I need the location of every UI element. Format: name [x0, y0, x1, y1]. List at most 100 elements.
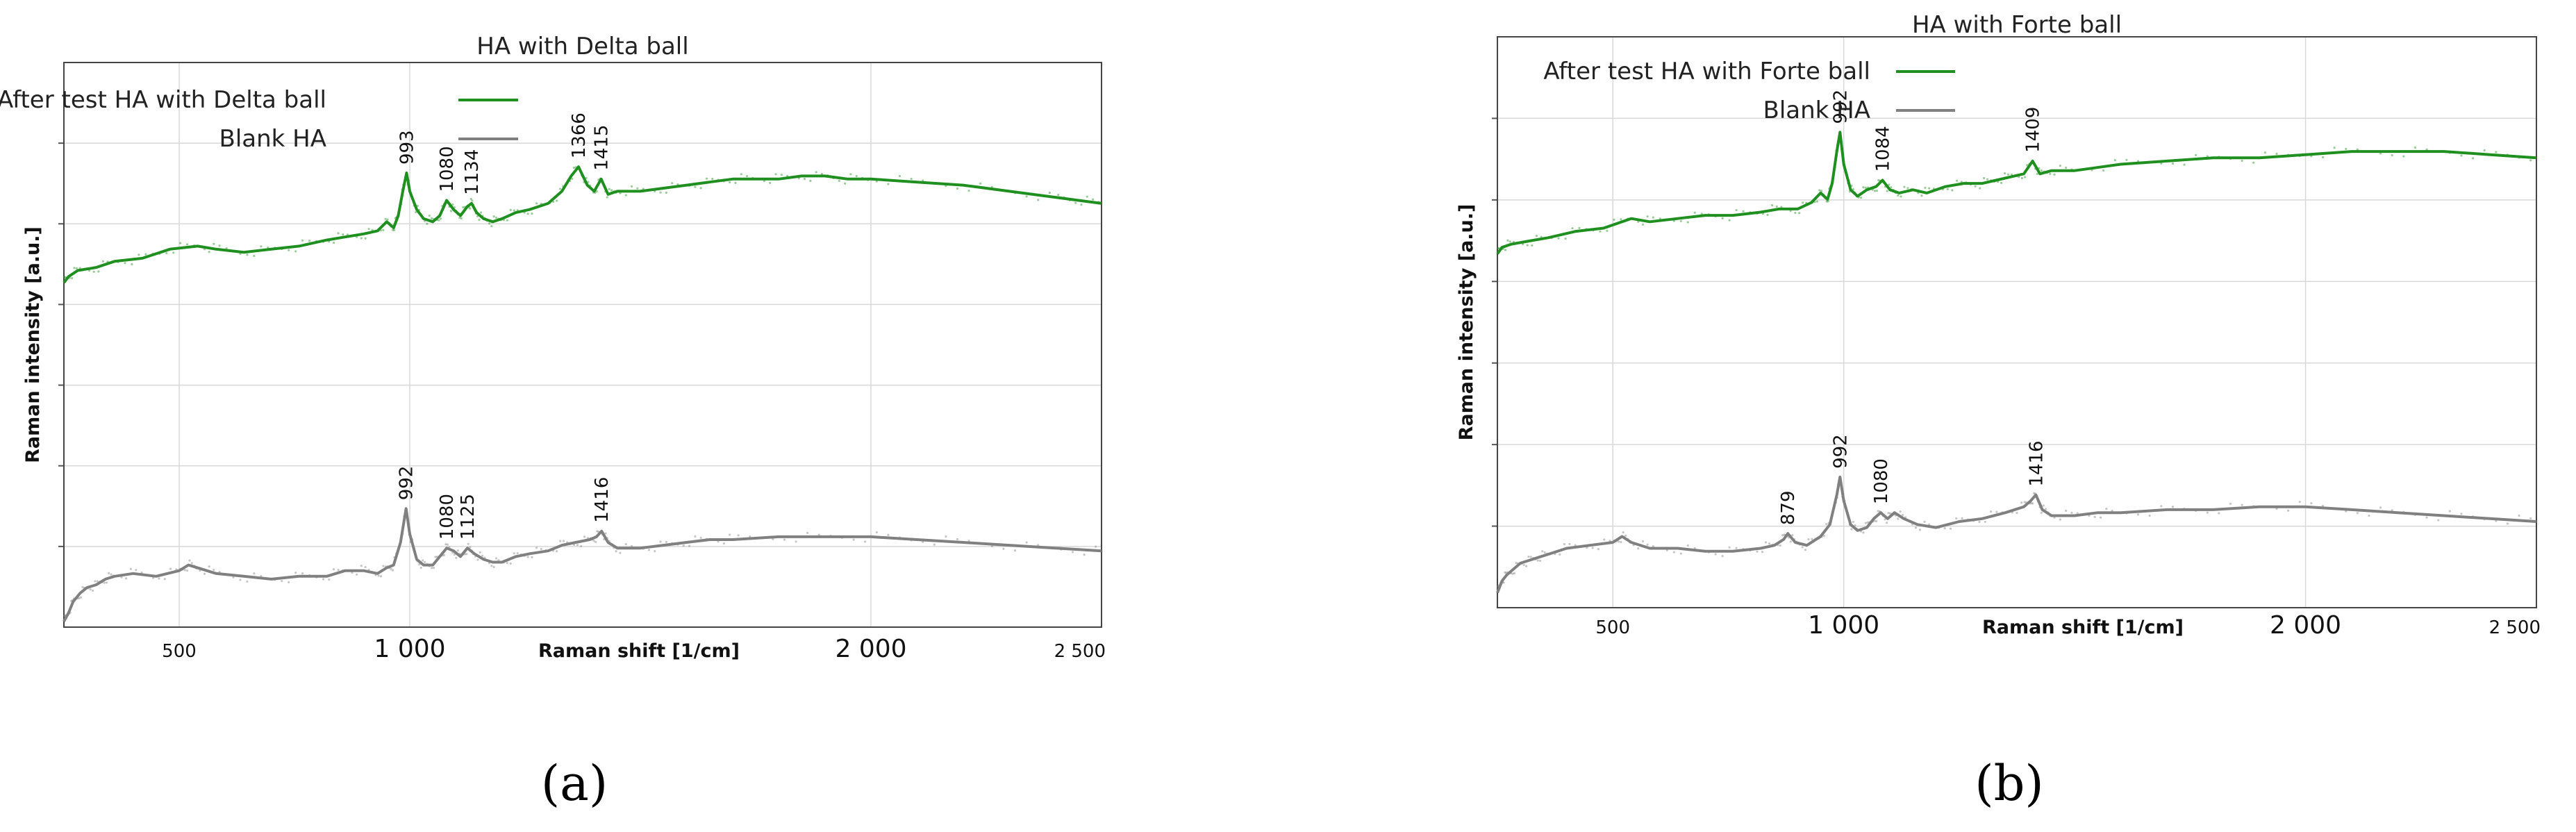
data-point — [1864, 522, 1867, 524]
data-point — [2275, 152, 2278, 155]
data-point — [432, 567, 435, 569]
data-point — [769, 181, 772, 185]
data-point — [1928, 187, 1931, 190]
data-point — [342, 233, 344, 236]
data-point — [449, 210, 452, 213]
data-point — [418, 563, 421, 566]
data-point — [1860, 197, 1863, 199]
data-point — [2460, 513, 2463, 515]
data-point — [2020, 501, 2023, 504]
y-axis-label: Raman intensity [a.u.] — [22, 226, 44, 463]
data-point — [1807, 538, 1810, 541]
data-point — [2437, 519, 2440, 522]
data-point — [1923, 520, 1926, 523]
data-point — [308, 240, 311, 242]
data-point — [1652, 216, 1654, 219]
data-point — [488, 222, 491, 225]
data-point — [1091, 198, 1095, 201]
data-point — [1578, 226, 1581, 229]
data-point — [1822, 535, 1826, 538]
data-point — [1721, 555, 1724, 558]
data-point — [2229, 502, 2232, 505]
x-tick-label: 1 000 — [374, 635, 445, 663]
peak-label: 1080 — [437, 494, 458, 540]
data-point — [169, 567, 172, 570]
data-point — [79, 596, 83, 599]
peak-label: 1366 — [569, 113, 590, 158]
data-point — [1002, 547, 1005, 550]
data-point — [705, 177, 708, 180]
data-point — [469, 207, 472, 210]
data-point — [2160, 505, 2163, 508]
x-tick-label: 500 — [1595, 617, 1630, 638]
data-point — [699, 536, 702, 539]
data-point — [1622, 531, 1624, 534]
data-point — [1502, 581, 1505, 584]
data-point — [63, 276, 66, 278]
data-point — [579, 544, 583, 548]
data-point — [1613, 218, 1615, 221]
data-point — [1025, 195, 1028, 198]
data-point — [476, 558, 479, 561]
data-point — [887, 183, 890, 185]
data-point — [604, 532, 607, 535]
data-point — [1811, 538, 1813, 540]
data-point — [2040, 511, 2043, 514]
data-point — [213, 568, 215, 572]
series-after-test — [1496, 131, 2537, 255]
data-point — [2425, 148, 2428, 151]
data-point — [844, 182, 847, 185]
data-point — [1875, 189, 1878, 192]
data-point — [595, 190, 598, 193]
data-point — [516, 552, 519, 555]
data-point — [506, 219, 508, 222]
data-point — [462, 206, 465, 209]
data-point — [208, 251, 210, 253]
data-point — [596, 530, 599, 533]
data-point — [722, 542, 725, 545]
data-point — [2529, 159, 2532, 162]
data-point — [1914, 526, 1918, 529]
data-point — [1531, 244, 1534, 247]
panel-caption: (a) — [541, 755, 608, 812]
data-point — [654, 550, 656, 553]
peak-label: 1134 — [462, 149, 483, 195]
data-point — [451, 203, 454, 206]
data-point — [1906, 187, 1909, 190]
legend: After test HA with Forte ball Blank HA — [1543, 58, 1955, 124]
data-point — [1037, 199, 1040, 201]
data-point — [1513, 572, 1516, 574]
data-point — [110, 573, 113, 576]
data-point — [2016, 511, 2018, 515]
data-point — [392, 228, 396, 232]
series-after-test — [63, 165, 1102, 284]
x-tick-label: 2 500 — [1054, 641, 1106, 662]
data-point — [124, 262, 126, 265]
data-point — [94, 580, 97, 583]
chart-panel-b: HA with Forte ball 500 1 000 2 000 2 500 Rama… — [1456, 11, 2541, 812]
data-point — [688, 544, 691, 547]
data-point — [360, 237, 363, 240]
data-point — [1511, 572, 1514, 575]
data-point — [386, 218, 389, 221]
data-point — [1900, 195, 1902, 198]
data-point — [478, 218, 481, 221]
data-point — [1766, 213, 1769, 216]
data-point — [559, 188, 562, 190]
data-point — [1641, 223, 1645, 226]
x-tick-label: 2 000 — [835, 635, 906, 663]
data-point — [1764, 541, 1768, 544]
data-point — [1693, 211, 1696, 214]
data-point — [2006, 173, 2010, 176]
data-point — [711, 177, 714, 181]
data-point — [1080, 203, 1083, 206]
data-point — [1541, 550, 1544, 553]
data-point — [1983, 176, 1986, 180]
data-point — [806, 531, 809, 534]
series-line — [1496, 131, 2537, 255]
data-point — [910, 177, 913, 181]
panel-caption: (b) — [1975, 755, 2043, 812]
data-point — [1791, 533, 1794, 537]
data-point — [513, 552, 515, 555]
data-point — [91, 589, 94, 592]
